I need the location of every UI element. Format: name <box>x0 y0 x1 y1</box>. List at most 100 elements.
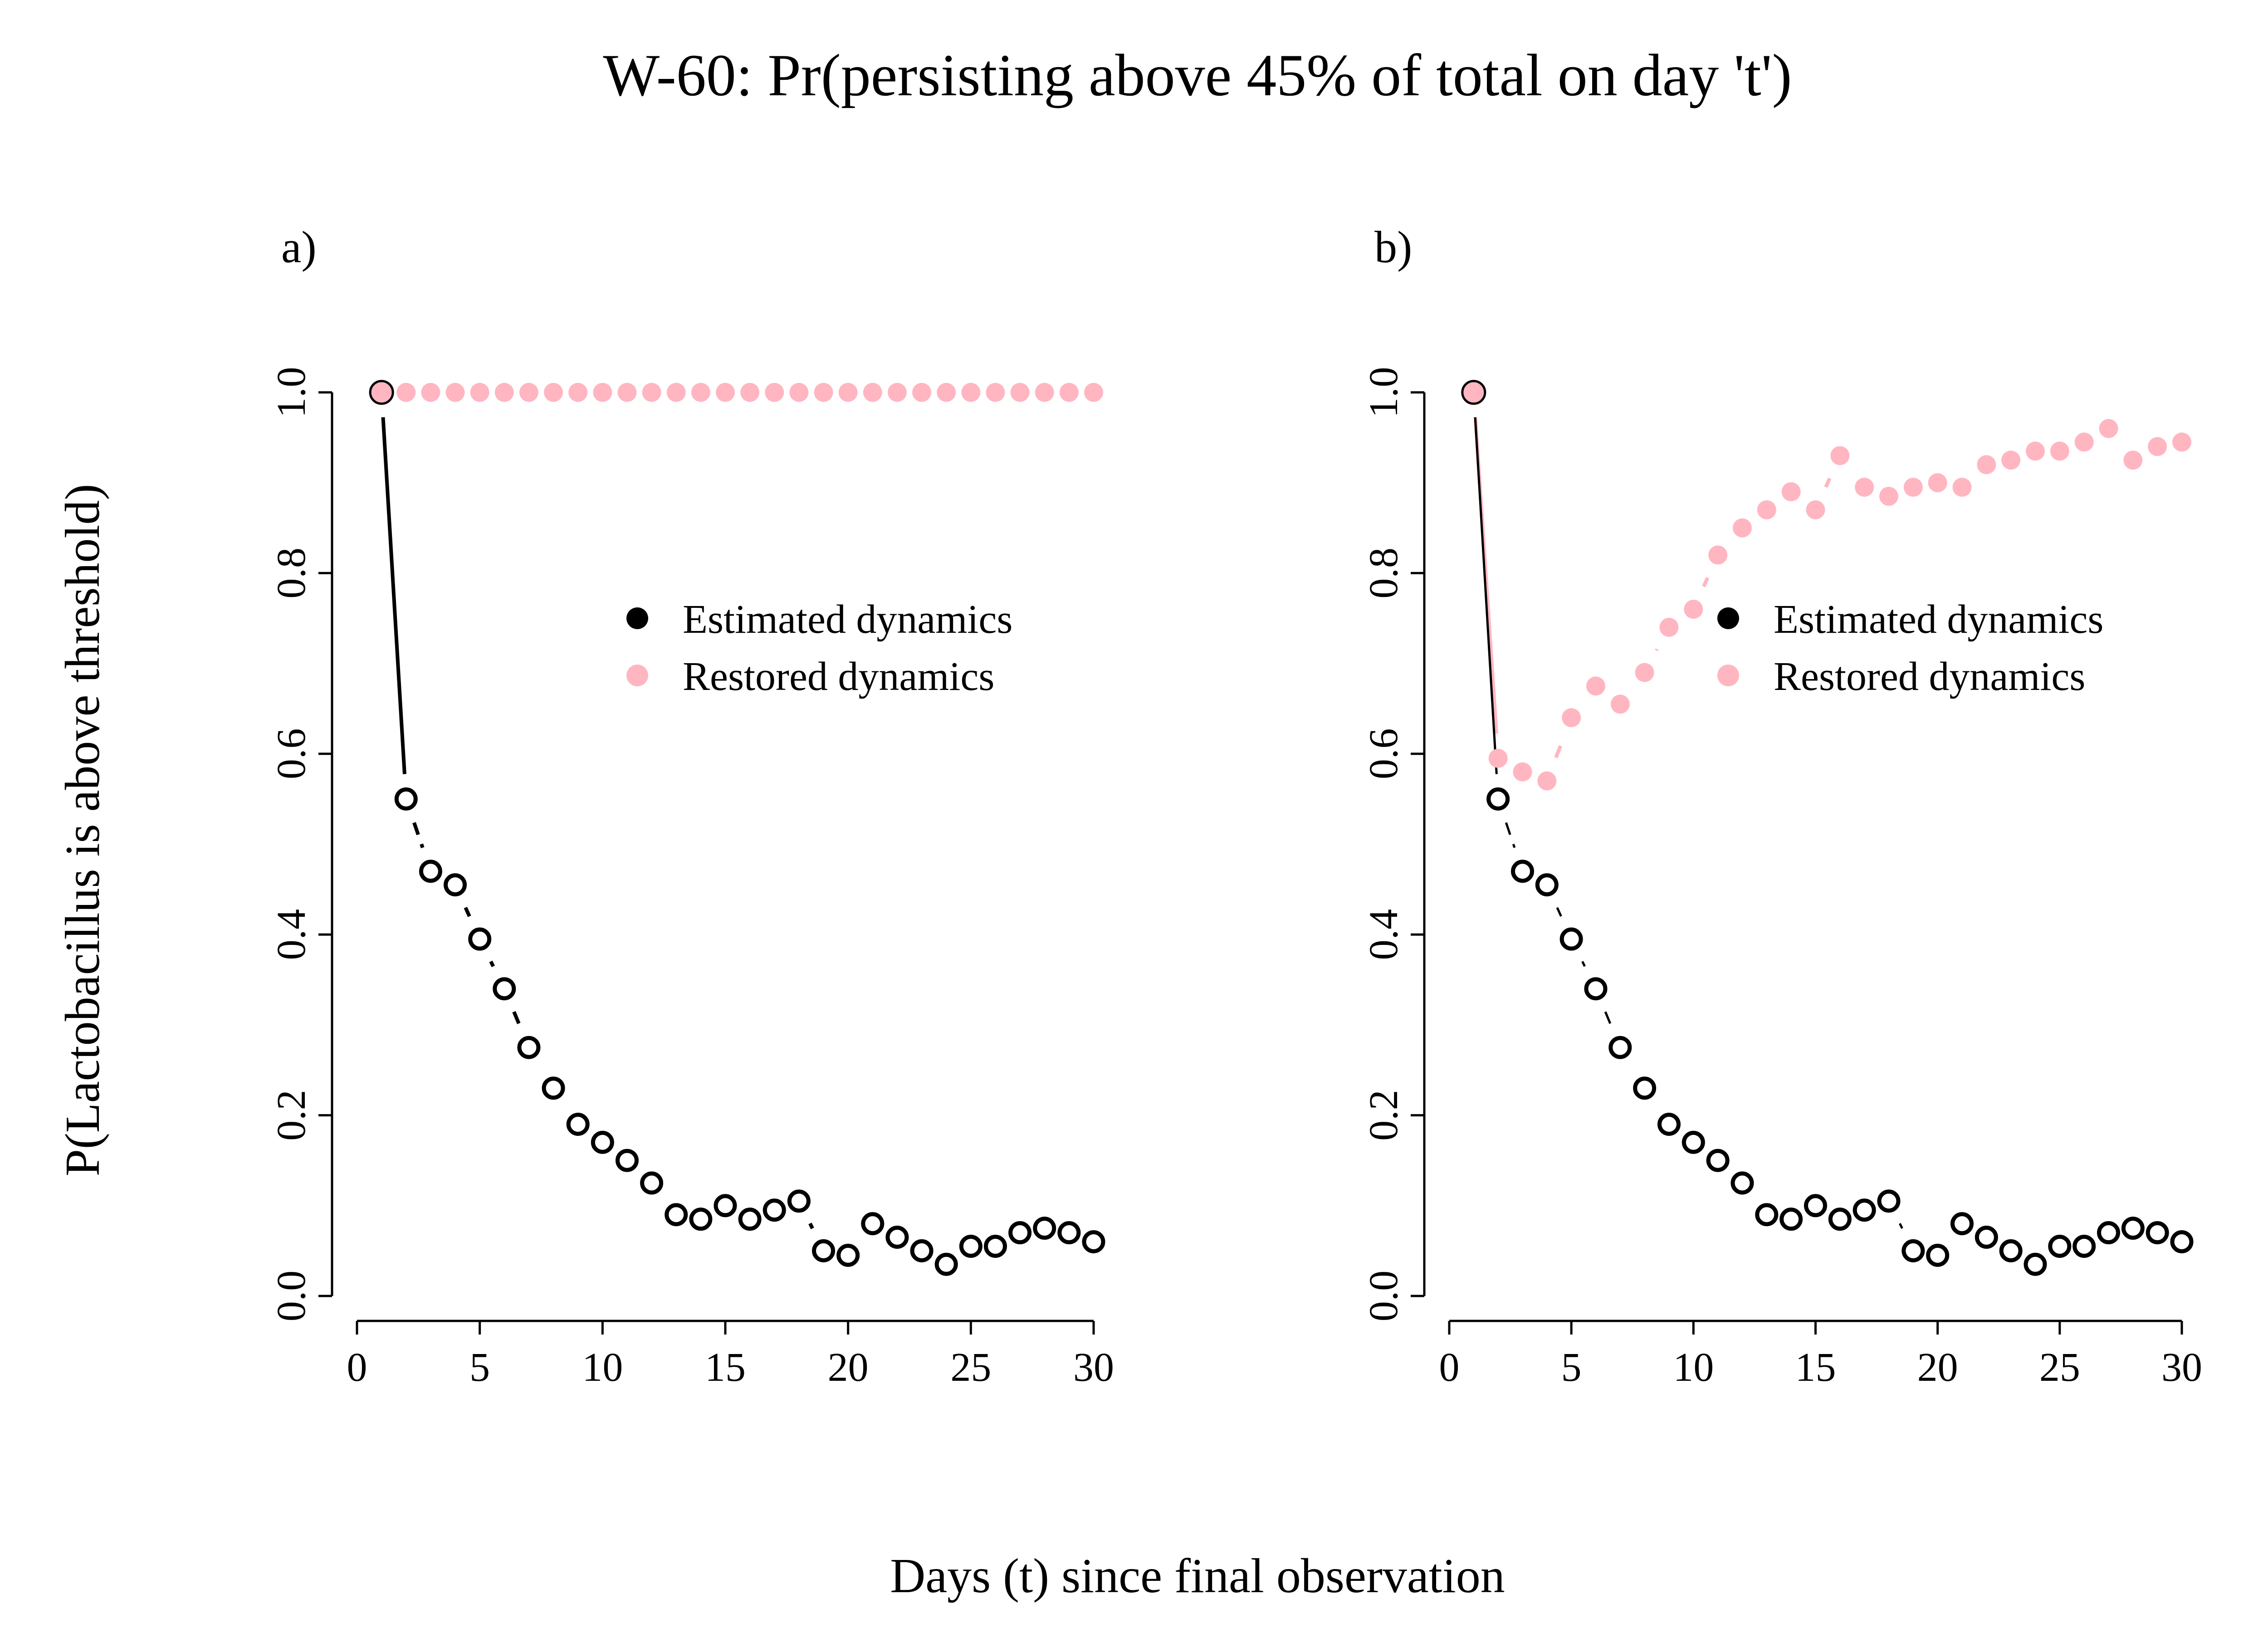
restored-point <box>1513 762 1532 782</box>
restored-point <box>470 383 489 402</box>
restored-point <box>1855 478 1874 497</box>
restored-point <box>544 383 563 402</box>
panel-b: b) 0 5 10 15 20 25 30 0.0 0.2 0.4 0.6 0.8 1.0 Estimate… <box>1361 222 2202 1390</box>
legend-restored-marker <box>626 665 648 686</box>
restored-point <box>1928 473 1947 493</box>
estimated-point <box>566 1113 590 1136</box>
restored-point <box>765 383 784 402</box>
restored-point <box>2026 441 2045 461</box>
estimated-line-segment <box>1505 822 1516 848</box>
estimated-line-segment <box>1581 961 1586 967</box>
estimated-line-segment <box>412 822 425 848</box>
legend: Estimated dynamics Restored dynamics <box>1717 597 2103 699</box>
y-axis-label: P(Lactobacillus is above threshold) <box>56 484 110 1177</box>
estimated-point <box>1975 1226 1998 1249</box>
restored-point <box>2001 450 2021 470</box>
restored-point <box>2172 432 2191 452</box>
restored-point <box>1659 617 1679 637</box>
estimated-point <box>763 1198 786 1222</box>
estimated-point <box>2097 1221 2120 1245</box>
y-tick-label: 0.8 <box>1361 548 1406 599</box>
estimated-point <box>2146 1221 2169 1245</box>
estimated-point <box>1033 1217 1056 1240</box>
estimated-point <box>1950 1212 1974 1236</box>
estimated-point <box>861 1212 885 1236</box>
estimated-point <box>419 860 442 883</box>
restored-point <box>1537 771 1557 791</box>
estimated-point <box>1853 1198 1876 1222</box>
restored-point <box>961 383 981 402</box>
y-tick-label: 0.6 <box>1361 728 1406 780</box>
estimated-point <box>1657 1113 1681 1136</box>
x-tick-label: 5 <box>1561 1345 1582 1390</box>
estimated-line-segment <box>1556 907 1562 917</box>
estimated-point <box>2121 1217 2145 1240</box>
restored-point <box>2123 450 2143 470</box>
estimated-point <box>665 1203 688 1227</box>
estimated-point <box>812 1239 836 1262</box>
restored-point <box>494 383 514 402</box>
estimated-line-segment <box>381 417 406 774</box>
estimated-point <box>787 1189 811 1213</box>
estimated-point <box>910 1239 934 1262</box>
estimated-point <box>959 1234 982 1258</box>
restored-point <box>1562 708 1581 728</box>
restored-point <box>838 383 858 402</box>
restored-point <box>593 383 612 402</box>
x-tick-label: 15 <box>705 1345 746 1390</box>
legend-estimated-label: Estimated dynamics <box>1774 597 2103 642</box>
panel-a: a) 0 5 10 15 20 25 30 0.0 0.2 0.4 0.6 0.8 1.0 Estimate… <box>269 222 1114 1390</box>
x-tick-label: 30 <box>1073 1345 1114 1390</box>
restored-point <box>691 383 710 402</box>
estimated-point <box>1804 1194 1827 1217</box>
estimated-point <box>1779 1208 1803 1231</box>
x-tick-label: 20 <box>1917 1345 1958 1390</box>
estimated-point <box>714 1194 737 1217</box>
estimated-line-segment <box>1604 1011 1612 1025</box>
panel-label: b) <box>1374 222 1412 272</box>
estimated-point <box>1486 787 1510 811</box>
restored-point <box>1879 487 1898 506</box>
estimated-point <box>640 1171 664 1195</box>
restored-point <box>1084 383 1103 402</box>
x-tick-label: 0 <box>1439 1345 1460 1390</box>
estimated-point <box>591 1130 614 1154</box>
x-tick-label: 10 <box>582 1345 623 1390</box>
restored-point <box>1830 446 1850 465</box>
estimated-point <box>2170 1230 2194 1253</box>
restored-point <box>986 383 1005 402</box>
restored-point <box>2050 441 2069 461</box>
estimated-point <box>1999 1239 2023 1262</box>
restored-point <box>912 383 932 402</box>
y-tick-label: 0.2 <box>269 1090 314 1141</box>
restored-line-segment <box>1702 577 1710 587</box>
restored-point <box>445 383 465 402</box>
restored-point <box>1781 482 1801 502</box>
y-tick-label: 0.2 <box>1361 1090 1406 1141</box>
estimated-point <box>1901 1239 1925 1262</box>
restored-point <box>1708 545 1728 565</box>
estimated-point <box>983 1234 1007 1258</box>
estimated-line-segment <box>1899 1223 1903 1229</box>
restored-point <box>396 383 416 402</box>
estimated-point <box>1926 1243 1950 1267</box>
restored-line-segment <box>1824 477 1832 488</box>
estimated-point <box>1706 1149 1730 1172</box>
estimated-point <box>1008 1221 1032 1245</box>
restored-point <box>1684 600 1703 619</box>
estimated-point <box>542 1076 565 1100</box>
estimated-line-segment <box>512 1011 521 1025</box>
restored-point <box>519 383 538 402</box>
x-tick-label: 25 <box>950 1345 991 1390</box>
x-tick-label: 20 <box>828 1345 869 1390</box>
restored-point <box>1635 663 1654 682</box>
estimated-point <box>2024 1252 2047 1276</box>
estimated-point <box>615 1149 639 1172</box>
restored-point <box>1035 383 1054 402</box>
legend: Estimated dynamics Restored dynamics <box>626 597 1012 699</box>
restored-point <box>1059 383 1079 402</box>
restored-point <box>937 383 956 402</box>
estimated-point <box>738 1208 762 1231</box>
